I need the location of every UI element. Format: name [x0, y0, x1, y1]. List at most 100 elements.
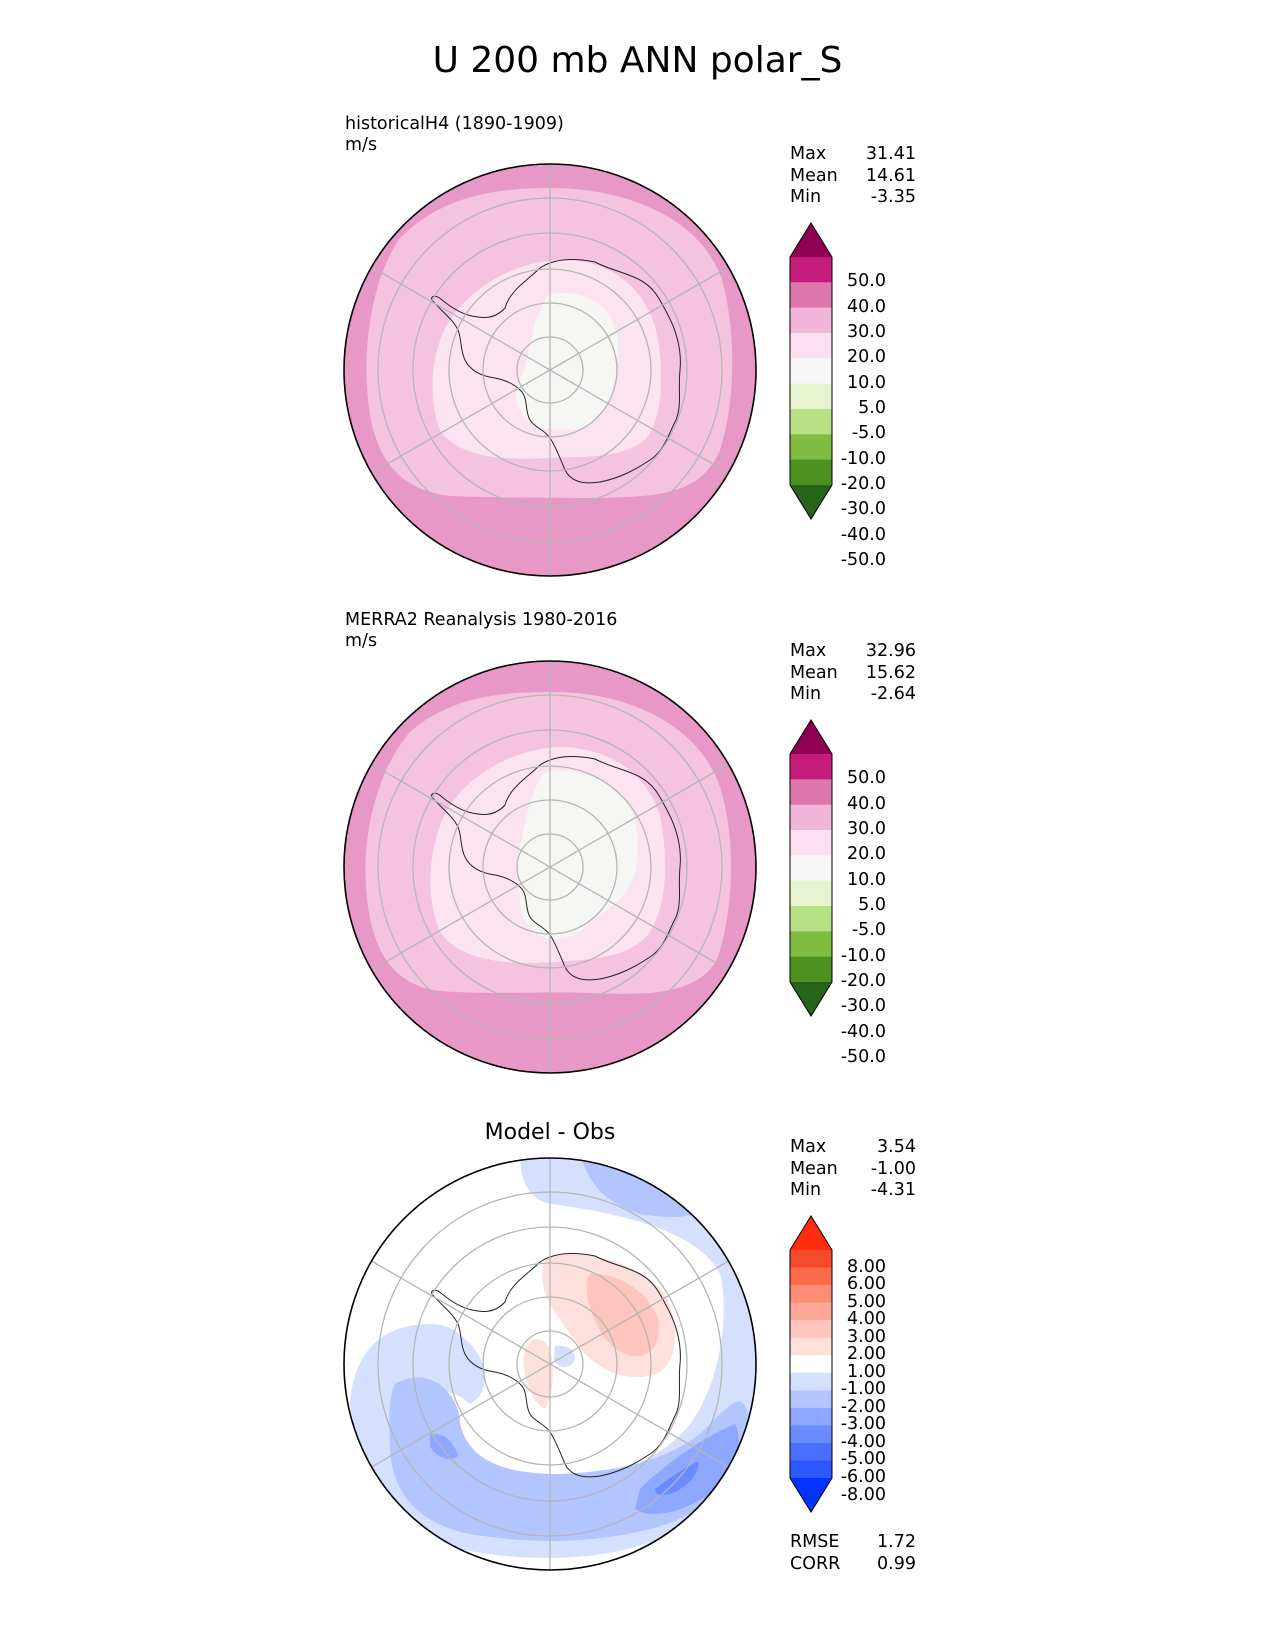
colorbar-band — [790, 459, 832, 486]
colorbar-band — [790, 1425, 832, 1444]
colorbar-tick-label: -50.0 — [840, 550, 886, 570]
panel-2-max-label: Max — [790, 641, 827, 661]
field-contour-neg3-neg4 — [430, 1433, 458, 1459]
colorbar-band — [790, 434, 832, 461]
colorbar-band — [790, 1442, 832, 1462]
panel-3-polar-map — [343, 1157, 757, 1571]
colorbar-tick-label: -5.0 — [851, 920, 886, 941]
colorbar-outline — [789, 1215, 833, 1513]
colorbar-extension-min — [790, 982, 832, 1016]
colorbar-band — [790, 282, 832, 309]
colorbar-band — [790, 358, 832, 385]
colorbar-tick-label: -1.00 — [840, 1379, 886, 1400]
panel-2-polar-map — [343, 660, 757, 1074]
colorbar-tick-label: 50.0 — [847, 271, 886, 292]
panel-2-colorbar — [789, 719, 833, 1017]
panel-1-colorbar-ticks: 50.0 40.0 30.0 20.0 10.0 5.0 -5.0 -10.0 -20.0 -30… — [832, 223, 886, 569]
panel-1-polar-map — [343, 163, 757, 577]
graticule — [367, 661, 733, 1073]
colorbar-tick-label: 30.0 — [847, 819, 886, 839]
colorbar-extension-min — [790, 1478, 832, 1512]
colorbar-band — [790, 906, 832, 932]
colorbar-band — [790, 1302, 832, 1321]
panel-1-mean-label: Mean — [790, 165, 838, 186]
field-contour-neg5-5 — [517, 770, 638, 940]
colorbar-band — [790, 1390, 832, 1409]
panel-2-mean: 15.62 — [865, 662, 916, 683]
colorbar-extension-max — [790, 1216, 832, 1250]
panel-3-min-label: Min — [790, 1180, 822, 1200]
colorbar-tick-label: 10.0 — [847, 869, 886, 890]
colorbar-tick-label: 30.0 — [847, 322, 886, 342]
colorbar-band — [790, 1320, 832, 1339]
colorbar-tick-label: 10.0 — [847, 372, 886, 393]
colorbar-tick-label: -5.0 — [851, 423, 886, 444]
panel-3-title-text: Model - Obs — [484, 1120, 616, 1145]
panel-2-units: m/s — [345, 631, 378, 651]
panel-1-max-label: Max — [790, 144, 827, 164]
panel-1-max: 31.41 — [865, 144, 916, 164]
colorbar-tick-label: -2.00 — [840, 1396, 886, 1417]
colorbar-band — [790, 1372, 832, 1391]
colorbar-band — [790, 409, 832, 435]
panel-3-max-label: Max — [790, 1137, 827, 1157]
corr-value: 0.99 — [877, 1553, 916, 1574]
panel-3-skill-stats: RMSE 1.72 CORR 0.99 — [790, 1532, 916, 1575]
panel-3-title: Model - Obs — [400, 1120, 700, 1145]
colorbar-tick-label: -3.00 — [840, 1414, 886, 1435]
colorbar-band — [790, 1460, 832, 1479]
panel-2-mean-label: Mean — [790, 662, 838, 683]
panel-1-min: -3.35 — [870, 187, 916, 207]
panel-2-min: -2.64 — [870, 684, 916, 704]
colorbar-tick-label: -10.0 — [840, 945, 886, 966]
colorbar-tick-label: 2.00 — [847, 1344, 886, 1365]
panel-3-mean-label: Mean — [790, 1158, 838, 1179]
colorbar-band — [790, 257, 832, 283]
panel-3-colorbar-ticks: 8.00 6.00 5.00 4.00 3.00 2.00 1.00 -1.00 -2.00 -3… — [832, 1216, 886, 1512]
field-contour-neg1-neg2 — [350, 1158, 756, 1558]
colorbar-band — [790, 307, 832, 334]
page-title: U 200 mb ANN polar_S — [432, 40, 843, 81]
colorbar-tick-label: 40.0 — [847, 793, 886, 814]
field-contour-neg4-neg5 — [655, 1462, 699, 1496]
panel-1-min-label: Min — [790, 187, 822, 207]
panel-2-min-label: Min — [790, 684, 822, 704]
panel-3-colorbar — [789, 1215, 833, 1513]
colorbar-tick-label: 6.00 — [847, 1274, 886, 1295]
graticule — [367, 1158, 733, 1570]
colorbar-tick-label: -30.0 — [840, 499, 886, 520]
rmse-value: 1.72 — [877, 1532, 916, 1552]
colorbar-extension-min — [790, 485, 832, 519]
colorbar-tick-label: 5.00 — [847, 1291, 886, 1312]
colorbar-tick-label: 20.0 — [847, 844, 886, 865]
panel-2-title: MERRA2 Reanalysis 1980-2016 m/s — [345, 610, 617, 652]
panel-1-colorbar — [789, 222, 833, 520]
colorbar-tick-label: -50.0 — [840, 1047, 886, 1067]
colorbar-tick-label: -20.0 — [840, 474, 886, 494]
field-contour-neg5-5 — [516, 293, 619, 430]
colorbar-tick-label: 8.00 — [847, 1256, 886, 1277]
colorbar-tick-label: 5.0 — [858, 895, 886, 915]
colorbar-band — [790, 880, 832, 907]
colorbar-extension-max — [790, 720, 832, 754]
colorbar-tick-label: 5.0 — [858, 398, 886, 418]
colorbar-band — [790, 804, 832, 831]
panel-2-stats: Max 32.96 Mean 15.62 Min -2.64 — [790, 641, 916, 706]
colorbar-tick-label: 1.00 — [847, 1361, 886, 1382]
colorbar-band — [790, 1267, 832, 1286]
colorbar-band — [790, 1337, 832, 1356]
colorbar-tick-label: -6.00 — [840, 1467, 886, 1487]
colorbar-band — [790, 383, 832, 410]
colorbar-outline — [789, 222, 833, 520]
colorbar-tick-label: 20.0 — [847, 347, 886, 368]
panel-3-max: 3.54 — [877, 1137, 916, 1157]
colorbar-tick-label: 40.0 — [847, 296, 886, 317]
colorbar-band — [790, 1250, 832, 1269]
panel-3-stats: Max 3.54 Mean -1.00 Min -4.31 — [790, 1137, 916, 1202]
colorbar-tick-label: -4.00 — [840, 1431, 886, 1452]
panel-1-mean: 14.61 — [865, 165, 916, 186]
rmse-label: RMSE — [790, 1532, 840, 1552]
panel-1-title: historicalH4 (1890-1909) m/s — [345, 114, 564, 156]
panel-2-title-text: MERRA2 Reanalysis 1980-2016 — [345, 610, 618, 630]
panel-1-stats: Max 31.41 Mean 14.61 Min -3.35 — [790, 144, 916, 209]
